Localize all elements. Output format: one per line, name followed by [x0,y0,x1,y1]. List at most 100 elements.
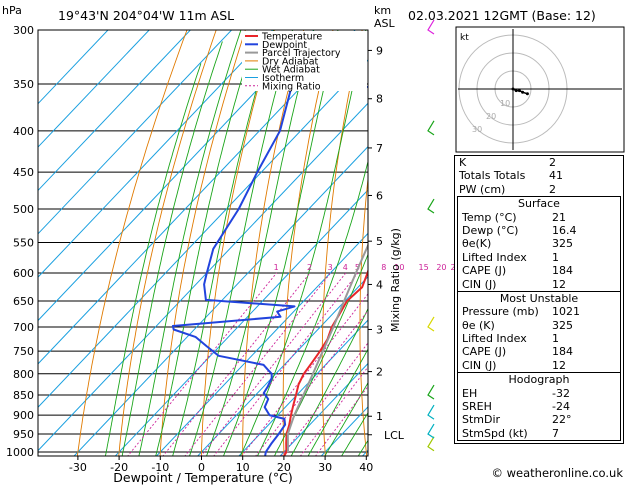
most-unstable-row: Pressure (mb) 1021 [458,305,620,318]
pressure-tick-label: 850 [13,389,34,402]
wind-barb [427,316,435,332]
hpa-label: hPa [2,4,22,17]
wind-barbs [427,19,435,452]
hodograph-ring-label: 20 [486,112,496,121]
hodograph-point [511,87,515,91]
wet-adiabat-line [206,30,315,456]
hodograph-param-value: -24 [552,400,570,414]
pressure-tick-label: 900 [13,409,34,422]
mixing-ratio-label: 20 [436,263,446,272]
index-label: Totals Totals [459,169,526,183]
legend-label: Parcel Trajectory [262,48,341,59]
wet-adiabat-line [104,63,202,456]
index-label: K [459,156,467,169]
isotherm-line [38,102,368,452]
mixing-ratio-line [299,366,368,456]
hodograph: kt 10 20 30 [455,26,625,153]
mixing-ratio-line [280,342,368,456]
wet-adiabat-line [324,381,368,456]
mixing-ratio-line [213,272,359,456]
surface-row: Temp (°C) 21 [458,211,620,224]
index-value: 2 [549,156,556,169]
surface-value: 16.4 [552,223,577,237]
most-unstable-value: 1021 [552,305,580,319]
km-tick-label: 2 [376,366,383,379]
wet-adiabat-line [189,30,294,456]
km-tick-label: 3 [376,323,383,336]
wet-adiabat-line [155,30,258,456]
x-tick-label: -20 [110,461,128,474]
surface-label: θe(K) [462,237,492,251]
wind-barb [427,19,435,35]
most-unstable-label: CIN (J) [462,358,497,372]
pressure-tick-label: 500 [13,203,34,216]
isotherm-line [38,30,315,322]
surface-label: CAPE (J) [462,264,507,278]
hodograph-point [525,92,529,96]
wet-adiabat-line [290,307,368,456]
mixing-ratio-label: 10 [394,263,404,272]
km-tick-label: 8 [376,93,383,106]
isotherm-line [238,319,368,456]
index-value: 2 [549,182,556,196]
wind-barb [427,436,435,452]
wet-adiabat-line [138,30,242,456]
legend-label: Isotherm [262,73,304,84]
most-unstable-row: θe (K) 325 [458,319,620,332]
hodograph-point [517,89,521,93]
pressure-tick-label: 550 [13,236,34,249]
hodograph-param-label: EH [462,386,478,400]
index-value: 41 [549,169,563,183]
x-tick-label: 0 [198,461,205,474]
hodograph-param-row: StmSpd (kt) 7 [458,427,620,440]
hodograph-param-row: StmDir 22° [458,413,620,426]
pressure-tick-label: 750 [13,345,34,358]
km-tick-label: 6 [376,189,383,202]
pressure-tick-label: 400 [13,125,34,138]
surface-value: 12 [552,277,566,291]
mixing-ratio-line [314,385,368,456]
mixing-ratio-label: 2 [307,263,312,272]
isotherm-line [38,30,150,148]
km-tick-label: 9 [376,44,383,57]
y-axis-title: Mixing Ratio (g/kg) [389,228,402,332]
hodograph-kt-label: kt [460,33,469,43]
mixing-ratio-line [184,272,331,456]
x-tick-label: 30 [318,461,332,474]
pressure-tick-label: 800 [13,368,34,381]
index-row: Totals Totals 41 [455,169,623,182]
mixing-ratio-label: 8 [381,263,386,272]
wind-barb [427,423,435,439]
dry-adiabat-line [359,175,368,456]
pressure-tick-label: 950 [13,428,34,441]
wind-barb [427,384,435,400]
dry-adiabat-line [282,30,334,456]
wind-barb [427,198,435,214]
legend-label: Mixing Ratio [262,81,321,92]
km-tick-label: 5 [376,235,383,248]
isotherm-line [38,30,109,105]
isotherm-line [38,30,233,235]
hodograph-param-value: 22° [552,413,572,427]
isotherm-line [197,276,368,456]
temperature-profile [283,268,368,456]
most-unstable-title: Most Unstable [499,291,579,305]
index-label: PW (cm) [459,182,506,196]
surface-label: Lifted Index [462,250,527,264]
legend-box [242,31,367,91]
surface-label: CIN (J) [462,277,497,291]
wet-adiabat-line [307,348,368,456]
datetime-title: 02.03.2021 12GMT (Base: 12) [408,8,596,23]
wet-adiabat-line [341,411,368,456]
surface-value: 325 [552,237,573,251]
pressure-tick-label: 350 [13,78,34,91]
isotherm-line [73,145,368,456]
x-tick-label: 20 [277,461,291,474]
surface-value: 184 [552,264,573,278]
surface-title: Surface [518,197,560,211]
km-tick-label: 4 [376,278,383,291]
wind-barb [427,120,435,136]
legend-label: Wet Adiabat [262,65,320,76]
pressure-tick-label: 600 [13,267,34,280]
isotherm-line [155,232,368,456]
